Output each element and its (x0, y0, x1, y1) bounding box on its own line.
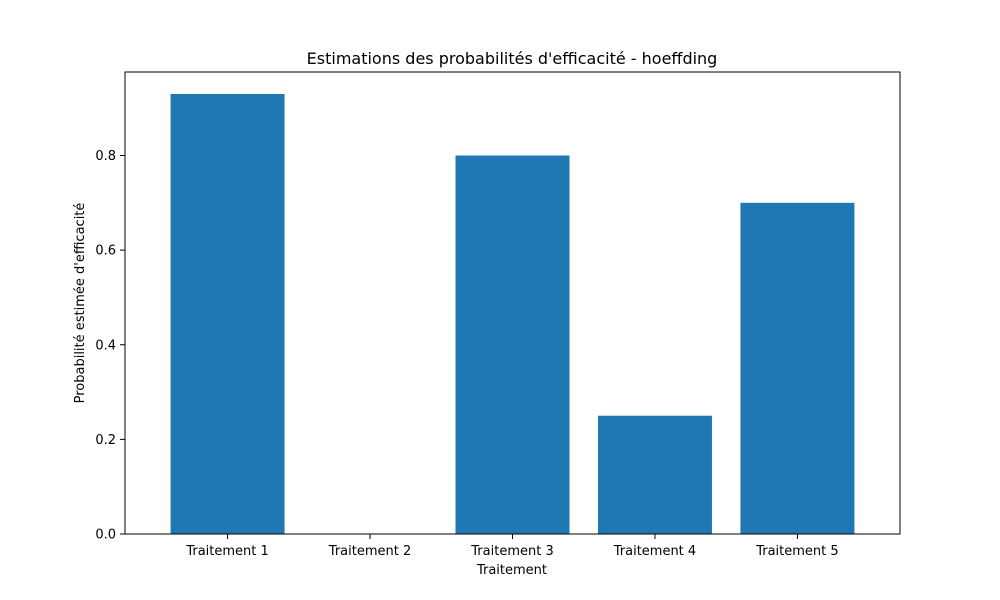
x-tick-label-5: Traitement 5 (755, 544, 838, 559)
y-tick-label-1: 0.2 (95, 433, 116, 448)
bar-4 (597, 415, 712, 534)
y-tick-label-4: 0.8 (95, 149, 116, 164)
x-tick-label-3: Traitement 3 (470, 544, 553, 559)
y-tick-label-2: 0.4 (95, 338, 116, 353)
y-tick-label-0: 0.0 (95, 528, 116, 543)
x-axis: Traitement 1 Traitement 2 Traitement 3 Trai… (185, 534, 839, 559)
bars-group (170, 94, 855, 534)
x-tick-label-2: Traitement 2 (328, 544, 411, 559)
y-tick-label-3: 0.6 (95, 244, 116, 259)
bar-1 (170, 94, 285, 534)
x-axis-title: Traitement (476, 563, 547, 578)
x-tick-label-1: Traitement 1 (185, 544, 268, 559)
bar-5 (740, 202, 855, 534)
y-axis-title: Probabilité estimée d'efficacité (73, 203, 88, 404)
y-axis: 0.0 0.2 0.4 0.6 0.8 (95, 149, 125, 543)
chart-title: Estimations des probabilités d'efficacit… (307, 49, 718, 68)
bar-3 (455, 155, 570, 534)
x-tick-label-4: Traitement 4 (613, 544, 696, 559)
